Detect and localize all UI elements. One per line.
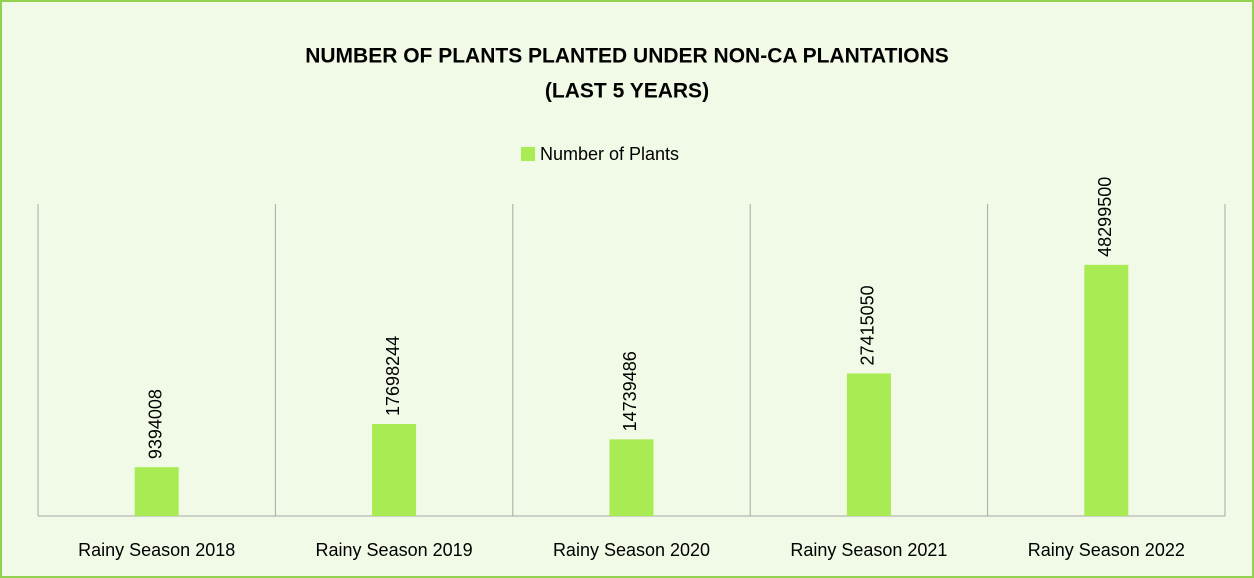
bar [372, 423, 417, 516]
x-tick-label: Rainy Season 2018 [78, 540, 235, 560]
x-tick-label: Rainy Season 2020 [553, 540, 710, 560]
bar [609, 439, 654, 516]
data-label: 48299500 [1095, 177, 1115, 257]
x-tick-label: Rainy Season 2019 [316, 540, 473, 560]
bar [134, 467, 179, 516]
legend-label: Number of Plants [540, 144, 679, 164]
data-label: 27415050 [858, 285, 878, 365]
x-tick-label: Rainy Season 2021 [790, 540, 947, 560]
x-tick-label: Rainy Season 2022 [1028, 540, 1185, 560]
bar [1084, 264, 1129, 516]
data-label: 14739486 [620, 351, 640, 431]
bar [846, 373, 891, 516]
chart-title: NUMBER OF PLANTS PLANTED UNDER NON-CA PL… [305, 45, 949, 68]
data-label: 17698244 [383, 336, 403, 416]
data-label: 9394008 [145, 389, 165, 459]
chart-title: (LAST 5 YEARS) [545, 80, 709, 103]
legend-swatch [521, 147, 535, 161]
